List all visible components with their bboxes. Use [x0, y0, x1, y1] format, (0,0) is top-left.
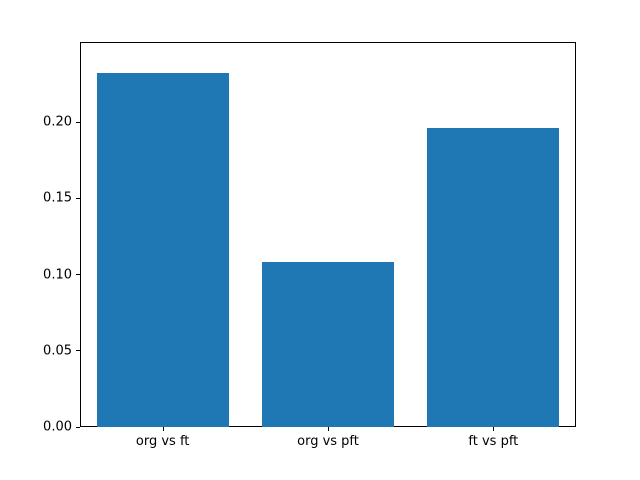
y-tick-label: 0.10 [43, 267, 72, 283]
x-tick-mark [162, 427, 164, 431]
x-tick-label: ft vs pft [468, 434, 519, 449]
y-tick-label: 0.20 [43, 114, 72, 130]
bar-org-vs-ft [96, 73, 229, 427]
y-tick-label: 0.00 [43, 419, 72, 435]
y-tick-label: 0.15 [43, 190, 72, 206]
bar-org-vs-pft [261, 262, 395, 427]
y-tick-label: 0.05 [43, 343, 72, 359]
x-tick-label: org vs pft [297, 434, 359, 449]
bar-ft-vs-pft [427, 128, 560, 427]
x-tick-mark [328, 427, 329, 431]
x-tick-mark [493, 427, 495, 431]
x-tick-label: org vs ft [135, 434, 190, 449]
bars-layer [80, 42, 576, 427]
